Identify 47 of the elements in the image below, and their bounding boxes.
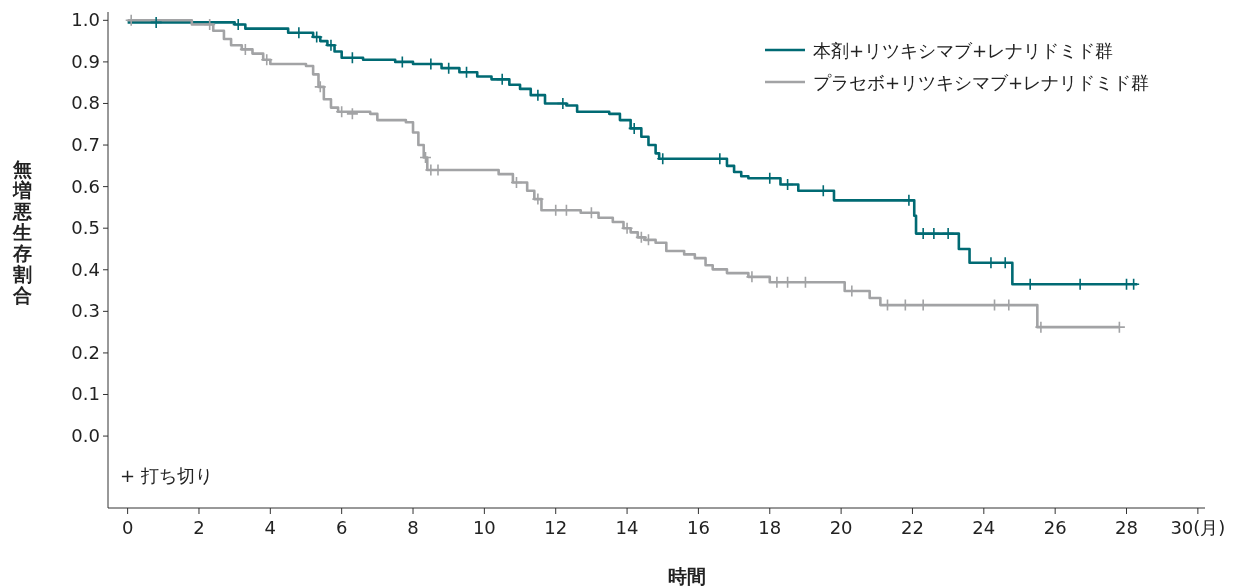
x-tick-label: 10	[472, 517, 496, 538]
point	[621, 222, 633, 234]
y-tick-label: 0.8	[71, 92, 100, 114]
y-tick-label: 0.4	[71, 258, 100, 280]
point	[325, 39, 337, 51]
x-tick-label: 24	[972, 517, 996, 538]
point	[311, 31, 323, 43]
legend-label: プラセボ+リツキシマブ+レナリドミド群	[813, 72, 1150, 93]
annotation: + 打ち切り	[120, 465, 213, 486]
legend-label: 本剤+リツキシマブ+レナリドミド群	[813, 40, 1114, 61]
x-tick-label: 16	[686, 517, 710, 538]
point	[346, 108, 358, 120]
x-tick-label: 20	[829, 517, 853, 538]
point	[150, 16, 162, 28]
point	[917, 228, 929, 240]
y-tick-label: 1.0	[71, 9, 100, 31]
point	[928, 228, 940, 240]
x-tick-label: 2	[193, 517, 205, 538]
point	[496, 73, 508, 85]
y-tick-label: 0.0	[71, 425, 100, 447]
y-axis-title: 無増悪生存割合	[11, 158, 32, 306]
y-tick-label: 0.7	[71, 134, 100, 156]
y-tick-label: 0.3	[71, 300, 100, 322]
x-tick-label: 30(月)	[1170, 517, 1226, 538]
y-tick-label: 0.9	[71, 50, 100, 72]
x-tick-label: 26	[1043, 517, 1067, 538]
x-tick-label: 6	[335, 517, 348, 538]
point	[557, 97, 569, 109]
x-tick-label: 28	[1115, 517, 1138, 538]
x-tick-label: 0	[121, 517, 134, 538]
x-tick-label: 12	[544, 517, 568, 538]
x-tick-label: 14	[615, 517, 639, 538]
point	[628, 122, 640, 134]
y-tick-label: 0.6	[71, 175, 100, 197]
point	[314, 81, 326, 93]
y-tick-label: 0.1	[71, 383, 100, 405]
x-tick-label: 18	[758, 517, 782, 538]
point	[232, 18, 244, 30]
x-tick-label: 8	[407, 517, 419, 538]
point	[532, 193, 544, 205]
y-tick-label: 0.2	[71, 341, 100, 363]
y-tick-label: 0.5	[71, 217, 100, 239]
point	[261, 54, 273, 66]
x-tick-label: 4	[264, 517, 277, 538]
point	[942, 228, 954, 240]
x-tick-label: 22	[901, 517, 924, 538]
x-axis-title: 時間	[667, 565, 706, 587]
